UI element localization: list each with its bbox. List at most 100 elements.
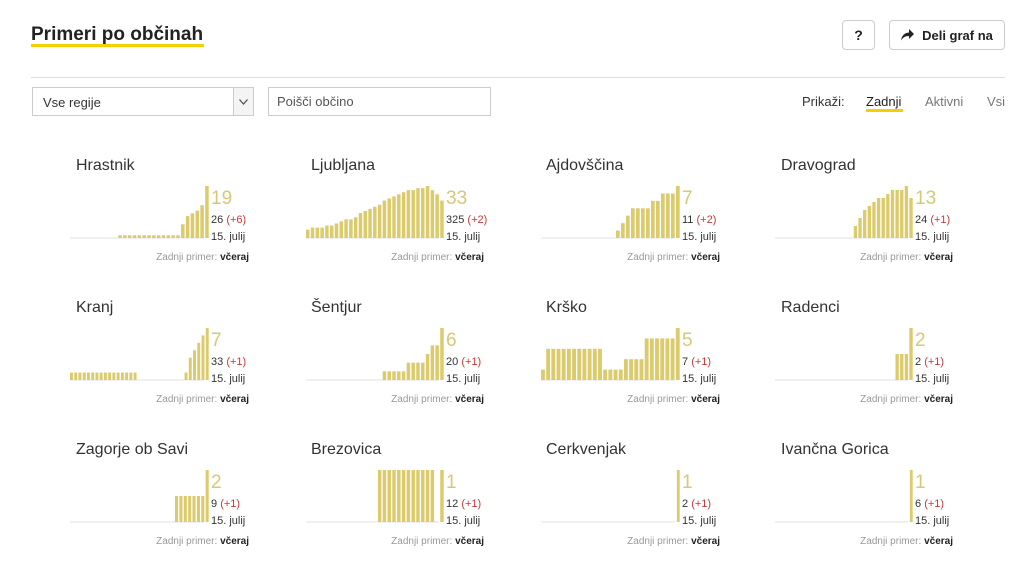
municipality-card[interactable]: Hrastnik 19 26 (+6) 15. julij Zadnji primer:… [70, 157, 311, 289]
municipality-name: Ivančna Gorica [781, 441, 889, 458]
sparkline-bar [171, 235, 175, 238]
current-active-count: 1 [446, 472, 457, 493]
total-cases-value: 20 [446, 356, 459, 368]
last-case-info: Zadnji primer: včeraj [627, 394, 720, 405]
current-active-count: 7 [211, 330, 222, 351]
total-cases-value: 33 [211, 356, 224, 368]
sparkline-bar [82, 372, 86, 380]
sparkline-bar [430, 470, 435, 522]
sparkline-bar [201, 496, 205, 522]
municipality-sparkline [541, 186, 680, 239]
last-case-info: Zadnji primer: včeraj [156, 394, 249, 405]
sparkline-bar [120, 372, 124, 380]
sparkline-bar [86, 372, 90, 380]
current-active-count: 1 [682, 472, 693, 493]
municipality-card[interactable]: Cerkvenjak 1 2 (+1) 15. julij Zadnji primer:… [541, 441, 781, 573]
sparkline-bar [900, 354, 904, 380]
municipality-sparkline [306, 328, 444, 381]
sparkline-bar [181, 224, 185, 238]
last-case-info: Zadnji primer: včeraj [156, 536, 249, 547]
total-cases-stat: 11 (+2) [682, 214, 716, 226]
municipality-card[interactable]: Brezovica 1 12 (+1) 15. julij Zadnji primer:… [306, 441, 546, 573]
view-label: Prikaži: [802, 94, 845, 109]
sparkline-bar [644, 338, 649, 380]
stat-date: 15. julij [682, 231, 717, 243]
municipality-search-input[interactable] [268, 87, 491, 116]
total-cases-stat: 12 (+1) [446, 498, 481, 510]
sparkline-bar [416, 188, 420, 238]
view-option-aktivni[interactable]: Aktivni [925, 94, 964, 109]
municipality-card[interactable]: Radenci 2 2 (+1) 15. julij Zadnji primer: vč… [775, 299, 1016, 431]
last-case-label: Zadnji primer: [391, 536, 453, 547]
page-title: Primeri po občinah [31, 24, 204, 45]
sparkline-bar [310, 227, 315, 238]
municipality-card[interactable]: Šentjur 6 20 (+1) 15. julij Zadnji primer: v… [306, 299, 546, 431]
sparkline-bar [863, 210, 867, 238]
share-button[interactable]: Deli graf na [889, 20, 1005, 50]
total-cases-stat: 325 (+2) [446, 214, 487, 226]
municipality-name: Cerkvenjak [546, 441, 627, 458]
sparkline-bar [582, 348, 587, 380]
last-case-value: včeraj [220, 252, 249, 263]
region-select[interactable]: Vse regije [32, 87, 254, 116]
help-button[interactable]: ? [842, 20, 875, 50]
sparkline-bar [886, 194, 890, 238]
municipality-sparkline [306, 186, 444, 239]
last-case-info: Zadnji primer: včeraj [156, 252, 249, 263]
sparkline-bar [147, 235, 151, 238]
sparkline-bar [646, 208, 650, 238]
sparkline-bar [421, 188, 425, 238]
current-active-count: 1 [915, 472, 926, 493]
municipality-card[interactable]: Kranj 7 33 (+1) 15. julij Zadnji primer: vče… [70, 299, 311, 431]
sparkline-bar [205, 186, 209, 238]
sparkline-bar [425, 470, 430, 522]
sparkline-bar [876, 198, 881, 238]
municipality-card[interactable]: Ajdovščina 7 11 (+2) 15. julij Zadnji primer… [541, 157, 781, 289]
sparkline-bar [639, 359, 644, 380]
stat-date: 15. julij [915, 231, 950, 243]
municipality-card[interactable]: Ljubljana 33 325 (+2) 15. julij Zadnji prime… [306, 157, 546, 289]
last-case-label: Zadnji primer: [156, 536, 218, 547]
view-option-zadnji[interactable]: Zadnji [866, 94, 902, 109]
sparkline-bar [387, 371, 391, 380]
sparkline-bar [631, 208, 635, 238]
sparkline-bar [890, 190, 895, 238]
sparkline-bar [671, 193, 675, 238]
total-cases-stat: 9 (+1) [211, 498, 240, 510]
sparkline-bar [904, 354, 909, 380]
sparkline-bar [392, 470, 396, 522]
municipality-name: Šentjur [311, 299, 362, 316]
view-option-vsi[interactable]: Vsi [987, 94, 1006, 109]
sparkline-bar [306, 229, 310, 238]
sparkline-bar [74, 372, 78, 380]
last-case-value: včeraj [691, 252, 720, 263]
municipality-card[interactable]: Ivančna Gorica 1 6 (+1) 15. julij Zadnji pri… [775, 441, 1016, 573]
last-case-value: včeraj [455, 394, 484, 405]
sparkline-bar [129, 372, 133, 380]
sparkline-bar [152, 235, 156, 238]
current-active-count: 2 [915, 330, 926, 351]
sparkline-bar [626, 215, 630, 238]
last-case-info: Zadnji primer: včeraj [860, 394, 953, 405]
municipality-card[interactable]: Dravograd 13 24 (+1) 15. julij Zadnji primer… [775, 157, 1016, 289]
municipality-card[interactable]: Zagorje ob Savi 2 9 (+1) 15. julij Zadnji pr… [70, 441, 311, 573]
sparkline-bar [334, 223, 339, 238]
sparkline-bar [613, 369, 618, 380]
sparkline-bar [401, 371, 406, 380]
chevron-down-icon[interactable] [233, 88, 253, 115]
sparkline-bar [629, 359, 634, 380]
sparkline-bar [895, 190, 899, 238]
sparkline-bar [320, 227, 324, 238]
sparkline-bar [184, 372, 188, 380]
last-case-value: včeraj [691, 394, 720, 405]
last-case-label: Zadnji primer: [156, 252, 218, 263]
last-case-label: Zadnji primer: [391, 394, 453, 405]
sparkline-bar [363, 210, 368, 238]
municipality-card[interactable]: Krško 5 7 (+1) 15. julij Zadnji primer: včer… [541, 299, 781, 431]
daily-delta-value: (+2) [467, 214, 488, 226]
sparkline-bar [623, 359, 628, 380]
sparkline-bar [411, 470, 415, 522]
municipality-name: Hrastnik [76, 157, 135, 174]
sparkline-bar [655, 338, 659, 380]
municipality-name: Brezovica [311, 441, 382, 458]
